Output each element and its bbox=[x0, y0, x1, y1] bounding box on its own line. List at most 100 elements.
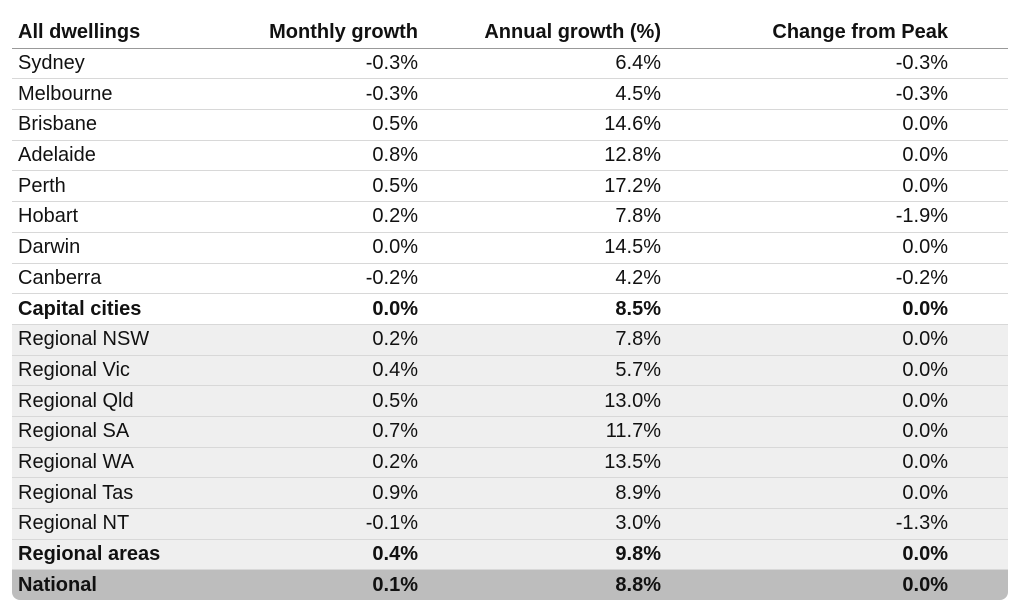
value-cell: 0.0% bbox=[665, 570, 1008, 600]
table-row: Regional NSW 0.2% 7.8% 0.0% bbox=[12, 324, 1008, 356]
value-cell: 0.1% bbox=[190, 570, 420, 600]
value-cell: 0.0% bbox=[665, 416, 1008, 448]
row-label: Regional NSW bbox=[12, 324, 190, 356]
table-container: All dwellings Monthly growth Annual growth… bbox=[12, 18, 1008, 600]
row-label: Sydney bbox=[12, 49, 190, 80]
value-cell: 6.4% bbox=[420, 49, 665, 80]
value-cell: -0.2% bbox=[190, 264, 420, 295]
value-cell: 0.5% bbox=[190, 171, 420, 203]
value-cell: 14.6% bbox=[420, 110, 665, 141]
value-cell: 0.0% bbox=[190, 294, 420, 325]
row-label: Regional Vic bbox=[12, 355, 190, 387]
value-cell: 13.0% bbox=[420, 386, 665, 417]
value-cell: -0.3% bbox=[190, 79, 420, 111]
table-row: Perth 0.5% 17.2% 0.0% bbox=[12, 171, 1008, 203]
table-row: Regional NT -0.1% 3.0% -1.3% bbox=[12, 509, 1008, 540]
header-cell: Annual growth (%) bbox=[420, 18, 665, 49]
value-cell: 0.0% bbox=[665, 110, 1008, 141]
table-row: Regional Qld 0.5% 13.0% 0.0% bbox=[12, 386, 1008, 417]
value-cell: 17.2% bbox=[420, 171, 665, 203]
table-row: Regional Tas 0.9% 8.9% 0.0% bbox=[12, 478, 1008, 509]
value-cell: 0.0% bbox=[665, 478, 1008, 509]
value-cell: -0.2% bbox=[665, 264, 1008, 295]
row-label: Regional areas bbox=[12, 539, 190, 571]
header-cell: All dwellings bbox=[12, 18, 190, 49]
row-label: Regional Qld bbox=[12, 386, 190, 417]
value-cell: 12.8% bbox=[420, 141, 665, 172]
table-row: Sydney -0.3% 6.4% -0.3% bbox=[12, 49, 1008, 80]
value-cell: 4.5% bbox=[420, 79, 665, 111]
value-cell: 14.5% bbox=[420, 233, 665, 264]
row-label: National bbox=[12, 570, 190, 600]
value-cell: -0.3% bbox=[190, 49, 420, 80]
row-label: Capital cities bbox=[12, 294, 190, 325]
value-cell: 0.0% bbox=[190, 233, 420, 264]
value-cell: 0.0% bbox=[665, 233, 1008, 264]
value-cell: 9.8% bbox=[420, 539, 665, 571]
header-row: All dwellings Monthly growth Annual growth… bbox=[12, 18, 1008, 49]
row-label: Regional WA bbox=[12, 447, 190, 479]
value-cell: 0.2% bbox=[190, 324, 420, 356]
value-cell: 0.8% bbox=[190, 141, 420, 172]
value-cell: 0.0% bbox=[665, 141, 1008, 172]
table-row: Hobart 0.2% 7.8% -1.9% bbox=[12, 202, 1008, 233]
table-row: Darwin 0.0% 14.5% 0.0% bbox=[12, 233, 1008, 264]
value-cell: 5.7% bbox=[420, 355, 665, 387]
value-cell: -1.3% bbox=[665, 509, 1008, 540]
header-cell: Monthly growth bbox=[190, 18, 420, 49]
value-cell: 0.7% bbox=[190, 416, 420, 448]
value-cell: 0.0% bbox=[665, 355, 1008, 387]
value-cell: 8.5% bbox=[420, 294, 665, 325]
value-cell: 0.0% bbox=[665, 386, 1008, 417]
value-cell: 0.0% bbox=[665, 294, 1008, 325]
table-row: Canberra -0.2% 4.2% -0.2% bbox=[12, 264, 1008, 295]
row-label: Canberra bbox=[12, 264, 190, 295]
value-cell: 3.0% bbox=[420, 509, 665, 540]
row-label: Brisbane bbox=[12, 110, 190, 141]
value-cell: 13.5% bbox=[420, 447, 665, 479]
row-label: Adelaide bbox=[12, 141, 190, 172]
value-cell: 0.2% bbox=[190, 202, 420, 233]
value-cell: 0.0% bbox=[665, 171, 1008, 203]
row-label: Regional NT bbox=[12, 509, 190, 540]
value-cell: 4.2% bbox=[420, 264, 665, 295]
row-label: Perth bbox=[12, 171, 190, 203]
row-label: Regional Tas bbox=[12, 478, 190, 509]
value-cell: 8.9% bbox=[420, 478, 665, 509]
row-label: Melbourne bbox=[12, 79, 190, 111]
value-cell: 0.9% bbox=[190, 478, 420, 509]
value-cell: -0.3% bbox=[665, 79, 1008, 111]
value-cell: 0.4% bbox=[190, 539, 420, 571]
value-cell: 8.8% bbox=[420, 570, 665, 600]
value-cell: -0.1% bbox=[190, 509, 420, 540]
table-row: National 0.1% 8.8% 0.0% bbox=[12, 570, 1008, 600]
table-row: Regional Vic 0.4% 5.7% 0.0% bbox=[12, 355, 1008, 387]
value-cell: 0.5% bbox=[190, 386, 420, 417]
value-cell: 0.0% bbox=[665, 539, 1008, 571]
value-cell: 11.7% bbox=[420, 416, 665, 448]
row-label: Darwin bbox=[12, 233, 190, 264]
header-cell: Change from Peak bbox=[665, 18, 1008, 49]
table-row: Brisbane 0.5% 14.6% 0.0% bbox=[12, 110, 1008, 141]
value-cell: 0.4% bbox=[190, 355, 420, 387]
table-row: Regional areas 0.4% 9.8% 0.0% bbox=[12, 539, 1008, 571]
value-cell: 0.0% bbox=[665, 324, 1008, 356]
row-label: Hobart bbox=[12, 202, 190, 233]
table-row: Melbourne -0.3% 4.5% -0.3% bbox=[12, 79, 1008, 111]
value-cell: 7.8% bbox=[420, 324, 665, 356]
value-cell: 7.8% bbox=[420, 202, 665, 233]
table-row: Capital cities 0.0% 8.5% 0.0% bbox=[12, 294, 1008, 325]
value-cell: 0.2% bbox=[190, 447, 420, 479]
value-cell: 0.0% bbox=[665, 447, 1008, 479]
row-label: Regional SA bbox=[12, 416, 190, 448]
value-cell: 0.5% bbox=[190, 110, 420, 141]
table-body: Sydney -0.3% 6.4% -0.3% Melbourne -0.3% 4.5% -0… bbox=[12, 49, 1008, 600]
growth-table: All dwellings Monthly growth Annual growth… bbox=[12, 18, 1008, 600]
table-row: Adelaide 0.8% 12.8% 0.0% bbox=[12, 141, 1008, 172]
value-cell: -0.3% bbox=[665, 49, 1008, 80]
table-row: Regional SA 0.7% 11.7% 0.0% bbox=[12, 416, 1008, 448]
value-cell: -1.9% bbox=[665, 202, 1008, 233]
table-header: All dwellings Monthly growth Annual growth… bbox=[12, 18, 1008, 49]
table-row: Regional WA 0.2% 13.5% 0.0% bbox=[12, 447, 1008, 479]
